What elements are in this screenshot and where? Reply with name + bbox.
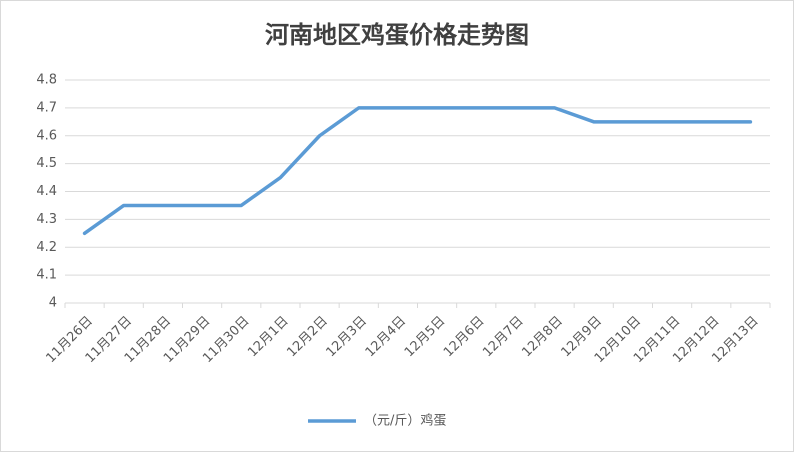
- y-tick-label: 4.2: [36, 240, 57, 255]
- chart-title: 河南地区鸡蛋价格走势图: [265, 21, 529, 49]
- y-tick-label: 4.3: [36, 212, 57, 227]
- y-tick-label: 4: [49, 296, 57, 311]
- y-tick-label: 4.6: [36, 128, 57, 143]
- y-tick-label: 4.1: [36, 268, 57, 283]
- line: [82, 106, 753, 236]
- y-tick-label: 4.8: [36, 73, 57, 88]
- y-tick-label: 4.4: [36, 184, 57, 199]
- y-tick-label: 4.5: [36, 156, 57, 171]
- legend-label: （元/斤）鸡蛋: [364, 413, 446, 429]
- y-tick-label: 4.7: [36, 100, 57, 115]
